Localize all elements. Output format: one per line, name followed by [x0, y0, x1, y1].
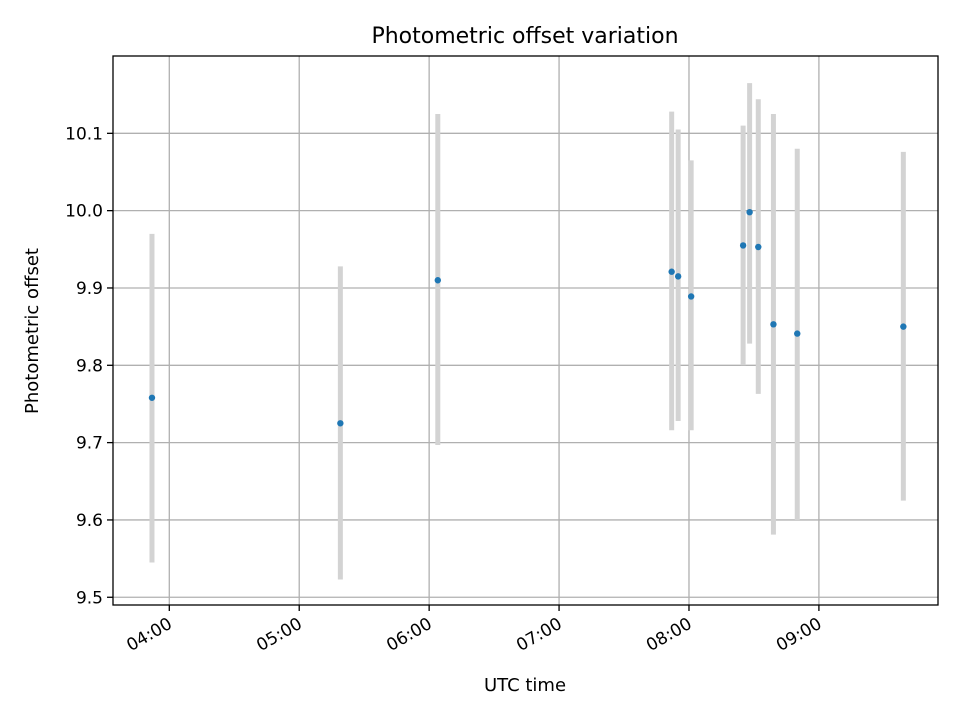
- data-points: [148, 208, 907, 427]
- y-tick-label: 10.1: [65, 124, 103, 144]
- y-axis: 9.5 9.6 9.7 9.8 9.9 10.0 10.1: [65, 124, 113, 608]
- data-point: [434, 277, 442, 284]
- y-tick-label: 9.9: [76, 279, 103, 299]
- data-point: [674, 273, 682, 280]
- data-point: [739, 242, 747, 249]
- data-point: [337, 420, 344, 427]
- data-point: [668, 268, 675, 275]
- data-point: [746, 208, 753, 216]
- x-axis-label: UTC time: [484, 675, 566, 696]
- data-point: [755, 243, 762, 251]
- y-tick-label: 10.0: [65, 202, 103, 222]
- y-tick-label: 9.7: [76, 434, 103, 454]
- data-point: [687, 293, 695, 300]
- data-point: [770, 321, 777, 328]
- data-point: [900, 323, 907, 330]
- data-point: [148, 394, 156, 401]
- chart-title: Photometric offset variation: [371, 24, 678, 49]
- y-axis-label: Photometric offset: [22, 248, 43, 414]
- y-tick-label: 9.8: [76, 356, 103, 376]
- y-tick-label: 9.6: [76, 511, 103, 531]
- y-tick-label: 9.5: [76, 588, 103, 608]
- plot-frame: [112, 55, 939, 606]
- data-point: [794, 330, 801, 337]
